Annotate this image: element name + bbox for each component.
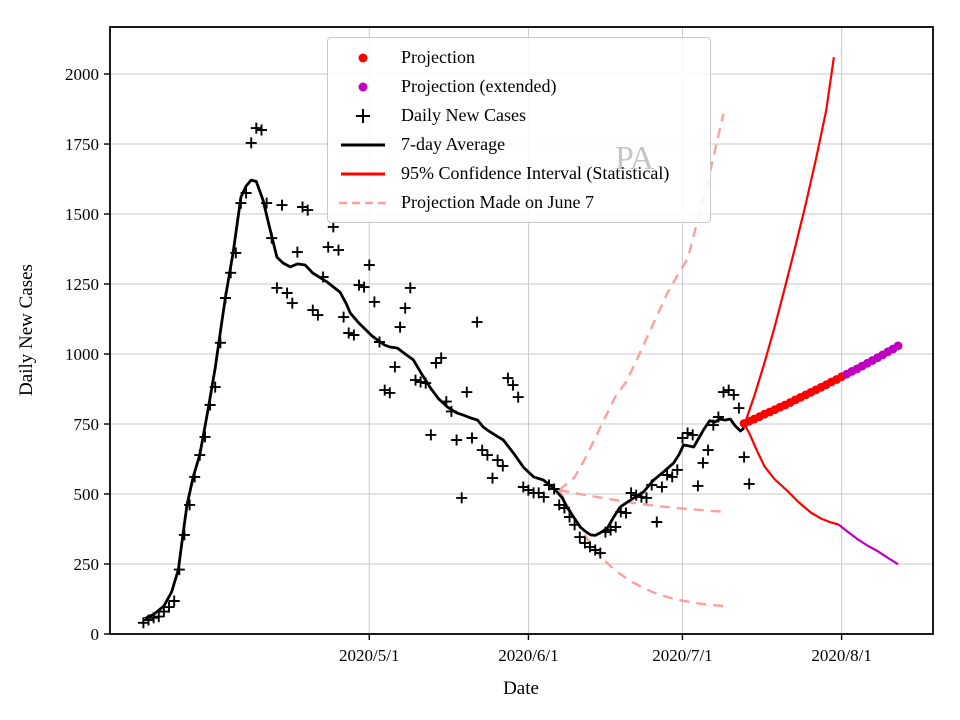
legend-dot-marker-icon bbox=[335, 79, 391, 95]
y-tick-label: 1750 bbox=[65, 135, 99, 154]
legend-item-5: Projection Made on June 7 bbox=[328, 188, 710, 217]
legend-label-1: Projection (extended) bbox=[401, 76, 557, 96]
legend-item-3: 7-day Average bbox=[328, 130, 710, 159]
plot-frame bbox=[109, 26, 934, 635]
y-tick-label: 250 bbox=[74, 555, 100, 574]
legend-label-0: Projection bbox=[401, 47, 475, 67]
projection-extended-dot bbox=[893, 341, 903, 351]
legend-item-4: 95% Confidence Interval (Statistical) bbox=[328, 159, 710, 188]
y-tick-label: 1250 bbox=[65, 275, 99, 294]
projection-made-on-june-7-central-line bbox=[558, 488, 727, 514]
95-confidence-interval-lower-extended-line bbox=[837, 523, 899, 566]
y-tick-label: 1500 bbox=[65, 205, 99, 224]
y-tick-label: 500 bbox=[74, 485, 100, 504]
x-tick-label: 2020/7/1 bbox=[652, 646, 712, 665]
legend-label-5: Projection Made on June 7 bbox=[401, 192, 594, 212]
95-confidence-interval-lower-line bbox=[744, 426, 839, 526]
daily-new-cases-markers bbox=[137, 122, 755, 629]
legend-label-2: Daily New Cases bbox=[401, 105, 526, 125]
projection-made-on-june-7-upper-band-line bbox=[558, 113, 725, 492]
legend-label-4: 95% Confidence Interval (Statistical) bbox=[401, 163, 670, 183]
watermark-text: PA bbox=[615, 140, 654, 177]
legend-plus-marker-icon bbox=[335, 108, 391, 124]
legend-item-1: Projection (extended) bbox=[328, 72, 710, 101]
x-tick-label: 2020/8/1 bbox=[811, 646, 871, 665]
projection-dots bbox=[739, 372, 846, 428]
legend-dash-marker-icon bbox=[335, 195, 391, 211]
y-tick-label: 2000 bbox=[65, 65, 99, 84]
legend-dot-marker-icon bbox=[335, 50, 391, 66]
legend: Projection Projection (extended) Daily New… bbox=[327, 37, 711, 223]
x-tick-label: 2020/6/1 bbox=[498, 646, 558, 665]
legend-label-3: 7-day Average bbox=[401, 134, 506, 154]
95-confidence-interval-upper-line bbox=[744, 57, 835, 422]
legend-item-0: Projection bbox=[328, 43, 710, 72]
projection-made-on-june-7-lower-band-line bbox=[558, 489, 724, 608]
y-tick-label: 1000 bbox=[65, 345, 99, 364]
x-axis-label: Date bbox=[503, 678, 539, 699]
y-axis-label: Daily New Cases bbox=[16, 264, 37, 396]
legend-item-2: Daily New Cases bbox=[328, 101, 710, 130]
projection-extended-dots bbox=[842, 341, 903, 379]
y-tick-label: 0 bbox=[91, 625, 100, 644]
x-tick-label: 2020/5/1 bbox=[339, 646, 399, 665]
y-tick-label: 750 bbox=[74, 415, 100, 434]
legend-line-marker-icon bbox=[335, 137, 391, 153]
legend-line-marker-icon bbox=[335, 166, 391, 182]
7-day-average-line bbox=[144, 178, 746, 620]
